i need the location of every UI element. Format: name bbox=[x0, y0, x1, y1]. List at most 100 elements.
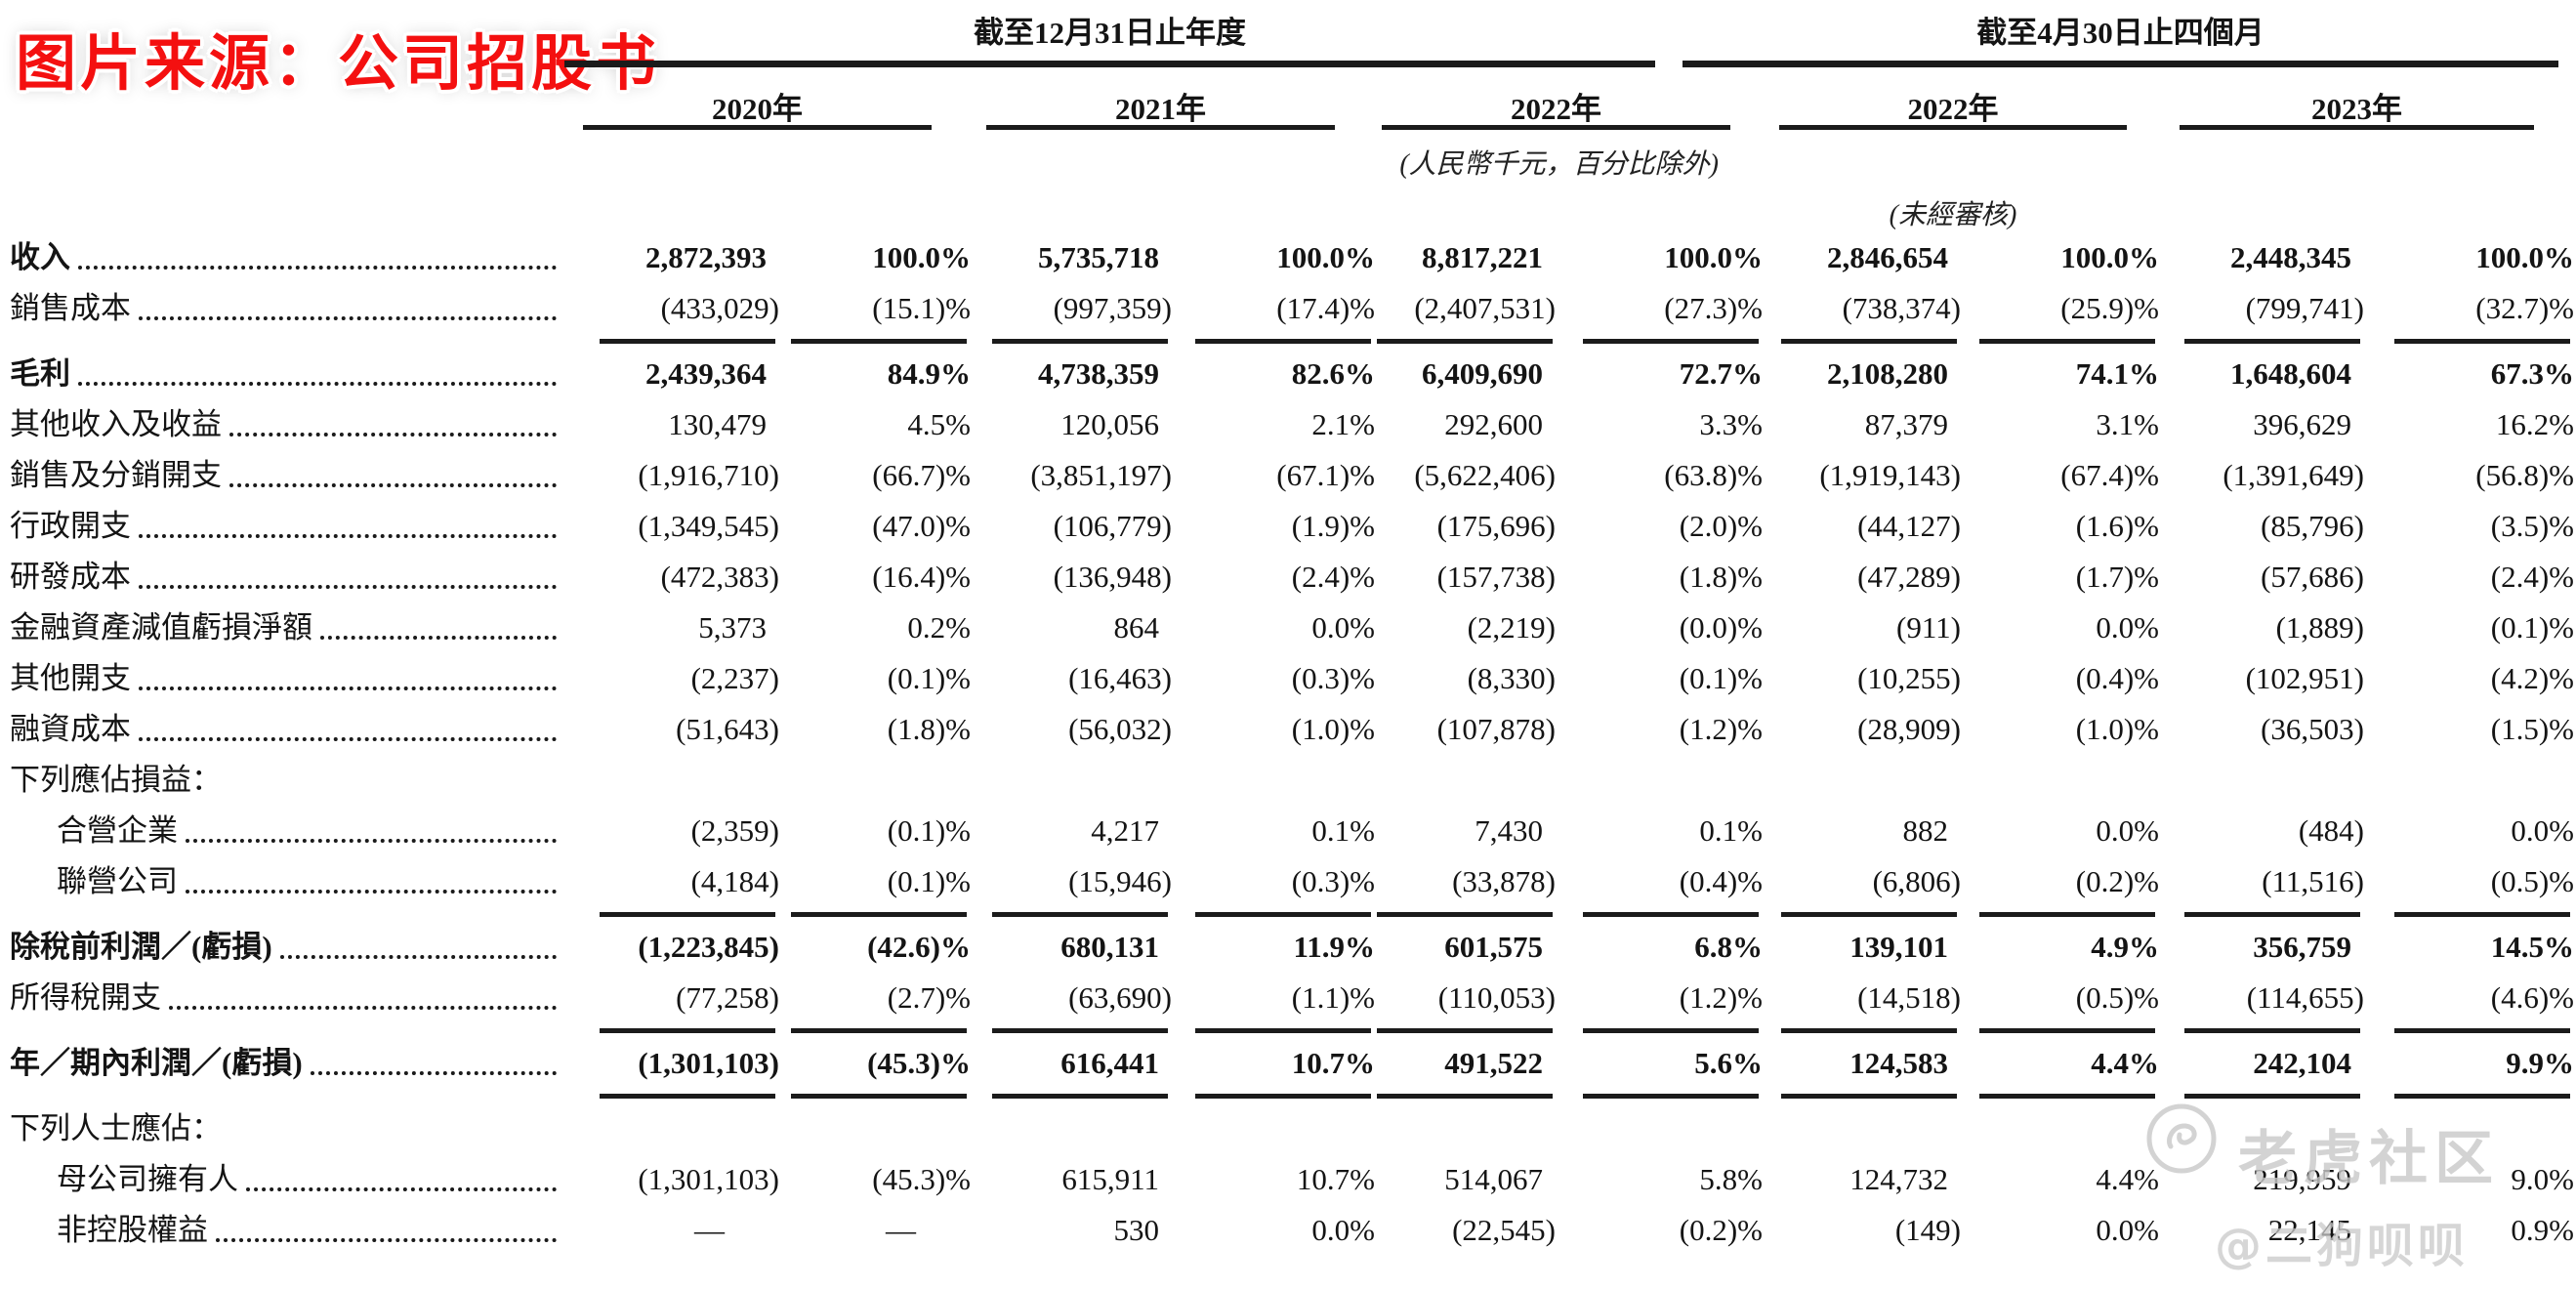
table-row: 銷售及分銷開支 (1,916,710) (66.7)% (3,851,197) (67.… bbox=[0, 450, 2576, 501]
value-cell: (106,779) bbox=[1053, 509, 1172, 543]
value-cell: 22,145 bbox=[2267, 1213, 2351, 1247]
value-cell: (5,622,406) bbox=[1414, 458, 1556, 492]
value-cell: 530 bbox=[1113, 1213, 1160, 1247]
value-cell: 7,430 bbox=[1475, 813, 1543, 848]
value-cell: (85,796) bbox=[2261, 509, 2364, 543]
pct-cell: (67.4)% bbox=[2060, 458, 2159, 492]
value-cell: 491,522 bbox=[1444, 1046, 1543, 1080]
pct-cell: 14.5% bbox=[2490, 930, 2574, 964]
period-group-rule-annual bbox=[564, 61, 1655, 67]
pct-cell: (1.0)% bbox=[2075, 712, 2159, 746]
pct-cell: (1.0)% bbox=[1291, 712, 1375, 746]
value-cell: (1,391,649) bbox=[2223, 458, 2364, 492]
value-cell: 292,600 bbox=[1444, 407, 1543, 441]
currency-note: (人民幣千元，百分比除外) bbox=[1399, 149, 1719, 180]
value-cell: (107,878) bbox=[1436, 712, 1556, 746]
column-rule bbox=[1377, 1028, 1553, 1033]
table-row: 除稅前利潤／(虧損) (1,223,845) (42.6)% 680,131 11.9%… bbox=[0, 922, 2576, 973]
pct-cell: 0.0% bbox=[2096, 1213, 2159, 1247]
value-cell: 601,575 bbox=[1444, 930, 1543, 964]
pct-cell: (2.7)% bbox=[887, 980, 971, 1015]
year-rule-2023 bbox=[2180, 125, 2534, 130]
column-rule bbox=[1377, 1094, 1553, 1099]
year-rule-2022 bbox=[1382, 125, 1730, 130]
value-cell: (6,806) bbox=[1872, 864, 1961, 898]
value-cell: 130,479 bbox=[668, 407, 767, 441]
value-cell: 124,583 bbox=[1849, 1046, 1948, 1080]
pct-cell: 0.0% bbox=[1311, 1213, 1375, 1247]
value-cell: (44,127) bbox=[1857, 509, 1961, 543]
value-cell: 8,817,221 bbox=[1422, 240, 1543, 274]
pct-cell: 4.4% bbox=[2096, 1162, 2159, 1196]
pct-cell: — bbox=[886, 1213, 916, 1247]
table-row: 毛利 2,439,364 84.9% 4,738,359 82.6% 6,409,690 7… bbox=[0, 349, 2576, 399]
pct-cell: (0.1)% bbox=[887, 661, 971, 695]
value-cell: (799,741) bbox=[2245, 291, 2364, 325]
row-label: 毛利 bbox=[0, 349, 576, 399]
pct-cell: (0.1)% bbox=[887, 864, 971, 898]
value-cell: (911) bbox=[1896, 610, 1961, 644]
dot-leader bbox=[139, 678, 557, 690]
table-row: 融資成本 (51,643) (1.8)% (56,032) (1.0)% (107,878… bbox=[0, 704, 2576, 755]
value-cell: (484) bbox=[2298, 813, 2364, 848]
column-rule bbox=[1195, 339, 1371, 344]
pct-cell: (0.0)% bbox=[1679, 610, 1763, 644]
value-cell: (1,919,143) bbox=[1819, 458, 1961, 492]
value-cell: (157,738) bbox=[1436, 560, 1556, 594]
year-header-2022-4m: 2022年 bbox=[1907, 92, 1999, 126]
table-row: 聯營公司 (4,184) (0.1)% (15,946) (0.3)% (33,878) (… bbox=[0, 856, 2576, 907]
rule-row bbox=[0, 1089, 2576, 1103]
value-cell: (11,516) bbox=[2262, 864, 2364, 898]
year-rule-2022-4m bbox=[1779, 125, 2127, 130]
column-rule bbox=[1583, 1028, 1759, 1033]
pct-cell: 100.0% bbox=[2475, 240, 2574, 274]
column-rule bbox=[2184, 912, 2360, 917]
column-rule bbox=[2184, 1094, 2360, 1099]
pct-cell: (1.2)% bbox=[1679, 980, 1763, 1015]
value-cell: (738,374) bbox=[1842, 291, 1961, 325]
value-cell: (63,690) bbox=[1068, 980, 1172, 1015]
pct-cell: 74.1% bbox=[2075, 356, 2159, 391]
dot-leader bbox=[139, 576, 557, 589]
value-cell: (997,359) bbox=[1053, 291, 1172, 325]
pct-cell: 5.6% bbox=[1694, 1046, 1763, 1080]
pct-cell: (0.1)% bbox=[2490, 610, 2574, 644]
year-header-2021: 2021年 bbox=[1115, 92, 1206, 126]
pct-cell: (2.4)% bbox=[2490, 560, 2574, 594]
value-cell: 2,439,364 bbox=[645, 356, 767, 391]
pct-cell: 3.3% bbox=[1699, 407, 1763, 441]
pct-cell: 2.1% bbox=[1311, 407, 1375, 441]
pct-cell: (0.4)% bbox=[2075, 661, 2159, 695]
dot-leader bbox=[139, 525, 557, 538]
value-cell: (56,032) bbox=[1068, 712, 1172, 746]
pct-cell: (47.0)% bbox=[872, 509, 971, 543]
value-cell: — bbox=[694, 1213, 725, 1247]
value-cell: (15,946) bbox=[1068, 864, 1172, 898]
pct-cell: (1.8)% bbox=[887, 712, 971, 746]
column-rule bbox=[1781, 1094, 1957, 1099]
value-cell: (433,029) bbox=[660, 291, 779, 325]
value-cell: (175,696) bbox=[1436, 509, 1556, 543]
value-cell: 864 bbox=[1113, 610, 1160, 644]
table-row: 研發成本 (472,383) (16.4)% (136,948) (2.4)% (157,… bbox=[0, 552, 2576, 603]
pct-cell: (15.1)% bbox=[872, 291, 971, 325]
column-rule bbox=[1195, 912, 1371, 917]
value-cell: 396,629 bbox=[2253, 407, 2351, 441]
period-group-title-annual: 截至12月31日止年度 bbox=[974, 16, 1246, 50]
value-cell: (136,948) bbox=[1053, 560, 1172, 594]
column-rule bbox=[1781, 339, 1957, 344]
pct-cell: 9.0% bbox=[2511, 1162, 2574, 1196]
pct-cell: (3.5)% bbox=[2490, 509, 2574, 543]
pct-cell: (0.1)% bbox=[887, 813, 971, 848]
row-label: 合營企業 bbox=[0, 806, 576, 856]
column-rule bbox=[992, 339, 1168, 344]
row-label: 收入 bbox=[0, 232, 576, 283]
pct-cell: (0.1)% bbox=[1679, 661, 1763, 695]
column-rule bbox=[2394, 1094, 2570, 1099]
value-cell: (2,359) bbox=[690, 813, 779, 848]
value-cell: (14,518) bbox=[1857, 980, 1961, 1015]
column-rule bbox=[2394, 339, 2570, 344]
table-row: 銷售成本 (433,029) (15.1)% (997,359) (17.4)% (2,4… bbox=[0, 283, 2576, 334]
pct-cell: (1.7)% bbox=[2075, 560, 2159, 594]
pct-cell: (0.3)% bbox=[1291, 661, 1375, 695]
